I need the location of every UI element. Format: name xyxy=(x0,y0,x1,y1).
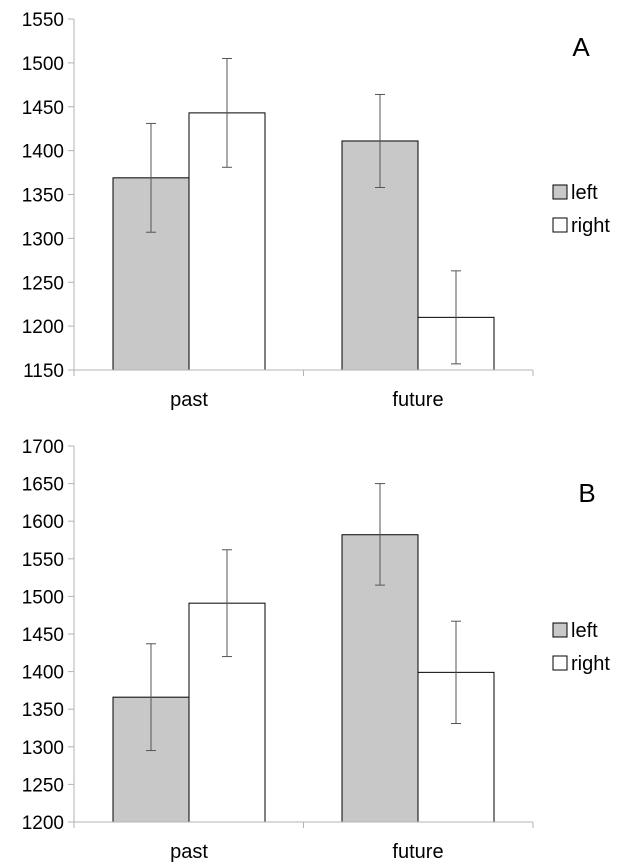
legend-label: right xyxy=(571,653,610,675)
x-category-label: future xyxy=(392,841,443,862)
y-tick-label: 1450 xyxy=(22,625,64,646)
chart-panel-a: 1150 1200 1250 1300 1350 1400 1450 1500 1550 past… xyxy=(22,10,611,411)
y-tick-label: 1250 xyxy=(22,775,64,796)
error-bar-left-future xyxy=(375,483,385,586)
legend-label: left xyxy=(571,620,598,642)
x-category-label: future xyxy=(392,389,443,411)
y-tick-label: 1350 xyxy=(22,700,64,721)
y-tick-label: 1150 xyxy=(23,361,64,382)
y-tick-label: 1650 xyxy=(22,475,64,496)
legend-label: left xyxy=(571,182,598,204)
panel-label: A xyxy=(572,32,590,62)
error-bar-left-future xyxy=(375,93,385,188)
y-tick-label: 1500 xyxy=(22,54,64,75)
legend-item-left: left xyxy=(552,182,598,204)
y-tick-label: 1600 xyxy=(22,512,64,533)
error-bar-right-future xyxy=(451,620,461,724)
legend-swatch xyxy=(552,655,568,671)
x-category-label: past xyxy=(170,389,208,411)
legend-item-right: right xyxy=(552,215,610,237)
error-bar-right-past xyxy=(222,57,232,168)
y-tick-label: 1300 xyxy=(22,738,64,759)
y-tick-label: 1200 xyxy=(22,813,64,834)
error-bar-right-future xyxy=(451,270,461,365)
y-tick-label: 1350 xyxy=(22,186,64,207)
chart-panel-b: 1200 1250 1300 1350 1400 1450 1500 1550 1600 1650… xyxy=(22,437,611,862)
error-bar-right-past xyxy=(222,549,232,658)
y-tick-label: 1550 xyxy=(22,10,64,31)
legend-item-right: right xyxy=(552,653,610,675)
x-category-label: past xyxy=(170,841,208,862)
y-tick-label: 1200 xyxy=(22,317,64,338)
legend-item-left: left xyxy=(552,620,598,642)
y-tick-label: 1250 xyxy=(22,273,64,294)
y-tick-label: 1500 xyxy=(22,587,64,608)
y-tick-label: 1550 xyxy=(22,550,64,571)
legend-swatch xyxy=(552,622,568,638)
y-tick-label: 1700 xyxy=(22,437,64,458)
y-tick-label: 1300 xyxy=(22,229,64,250)
y-tick-label: 1400 xyxy=(22,142,64,163)
y-tick-label: 1450 xyxy=(22,98,64,119)
y-tick-label: 1400 xyxy=(22,663,64,684)
legend-swatch xyxy=(552,217,568,233)
legend-label: right xyxy=(571,215,610,237)
panel-label: B xyxy=(578,478,595,508)
error-bar-left-past xyxy=(146,122,156,233)
error-bar-left-past xyxy=(146,643,156,752)
legend-swatch xyxy=(552,184,568,200)
